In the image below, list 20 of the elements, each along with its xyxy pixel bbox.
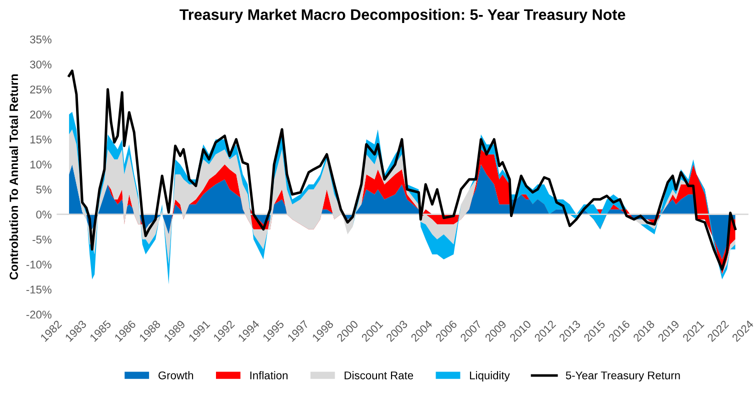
y-tick-label: 20% <box>30 110 52 118</box>
y-tick-label: 25% <box>30 86 52 94</box>
y-tick-label: 35% <box>30 36 52 44</box>
y-axis-title: Controbution To Annual Total Return <box>9 74 18 280</box>
chart-title: Treasury Market Macro Decomposition: 5- Year Treasury Note <box>180 8 626 24</box>
y-tick-label: -5% <box>32 236 52 244</box>
y-tick-label: 15% <box>30 136 52 144</box>
line-series <box>68 70 737 271</box>
y-tick-label: -20% <box>26 310 52 319</box>
y-tick-label: 5% <box>36 186 52 194</box>
legend-label: Liquidity <box>470 371 510 382</box>
y-tick-label: 10% <box>30 160 52 168</box>
y-tick-label: -10% <box>26 260 52 269</box>
legend-label: Discount Rate <box>344 371 414 380</box>
legend-label: 5-Year Treasury Return <box>566 372 680 382</box>
legend-label: Growth <box>158 371 194 380</box>
y-tick-label: 30% <box>30 60 52 68</box>
legend-label: Inflation <box>250 371 288 380</box>
y-tick-label: -15% <box>26 286 52 294</box>
y-tick-label: 0% <box>36 210 52 218</box>
